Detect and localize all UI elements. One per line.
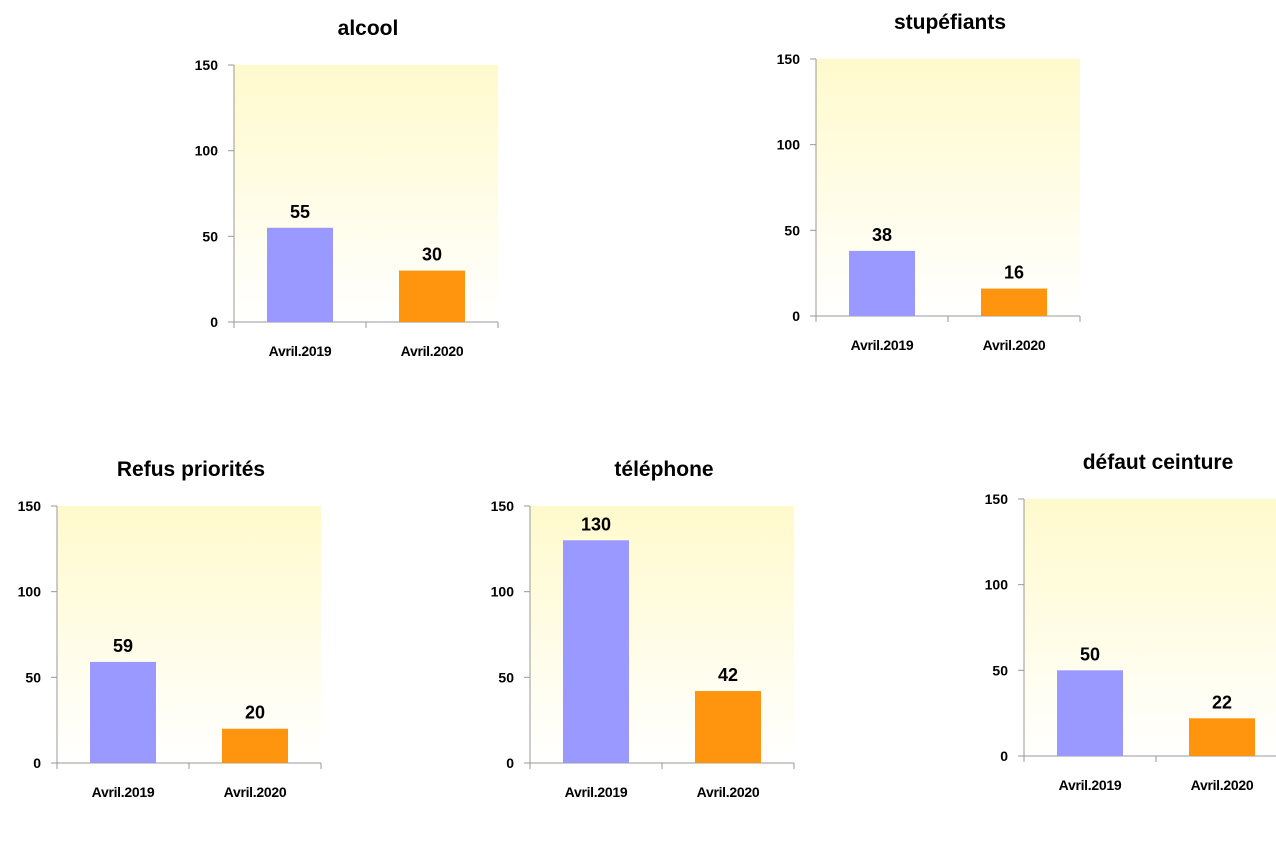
bar-avril-2020 bbox=[399, 270, 465, 322]
chart-title: téléphone bbox=[614, 458, 713, 481]
y-tick-label: 100 bbox=[777, 137, 801, 153]
x-category-label: Avril.2020 bbox=[1191, 777, 1254, 793]
x-category-label: Avril.2019 bbox=[565, 784, 628, 800]
bar-avril-2020 bbox=[222, 728, 288, 763]
data-label: 55 bbox=[290, 202, 310, 222]
x-category-label: Avril.2019 bbox=[269, 343, 332, 359]
y-tick-label: 0 bbox=[1000, 748, 1008, 764]
data-label: 30 bbox=[422, 245, 442, 265]
bar-avril-2020 bbox=[981, 288, 1047, 316]
chart-stupefiants: stupéfiants 0 50 100 150 38 Avril.2019 16 Avril.… bbox=[772, 4, 1112, 394]
y-tick-label: 150 bbox=[985, 491, 1009, 507]
data-label: 20 bbox=[245, 703, 265, 723]
chart-alcool: alcool 0 50 100 150 55 Avril.2019 30 Avril.2020 bbox=[190, 10, 530, 400]
y-tick-label: 50 bbox=[202, 228, 218, 244]
chart-title: stupéfiants bbox=[894, 11, 1006, 34]
data-label: 38 bbox=[872, 225, 892, 245]
y-tick-label: 100 bbox=[195, 143, 219, 159]
y-tick-label: 0 bbox=[792, 308, 800, 324]
y-tick-label: 50 bbox=[784, 222, 800, 238]
chart-title: alcool bbox=[338, 17, 399, 40]
bar-avril-2020 bbox=[1189, 718, 1255, 756]
chart-svg: Refus priorités 0 50 100 150 59 Avril.2019 20 Av… bbox=[18, 458, 322, 800]
data-label: 59 bbox=[113, 636, 133, 656]
y-tick-label: 150 bbox=[195, 57, 219, 73]
y-tick-label: 150 bbox=[18, 498, 42, 514]
data-label: 42 bbox=[718, 665, 738, 685]
x-category-label: Avril.2019 bbox=[92, 784, 155, 800]
y-tick-label: 50 bbox=[992, 662, 1008, 678]
bar-avril-2019 bbox=[1057, 670, 1123, 756]
chart-telephone: téléphone 0 50 100 150 130 Avril.2019 42 Avril.2… bbox=[486, 451, 826, 841]
y-tick-label: 50 bbox=[25, 669, 41, 685]
y-tick-label: 0 bbox=[33, 755, 41, 771]
chart-defaut-ceinture: défaut ceinture 0 50 100 150 50 Avril.2019 22 Av… bbox=[980, 444, 1276, 834]
y-tick-label: 150 bbox=[491, 498, 515, 514]
x-category-label: Avril.2020 bbox=[401, 343, 464, 359]
y-tick-label: 0 bbox=[506, 755, 514, 771]
y-tick-label: 100 bbox=[985, 577, 1009, 593]
chart-svg: téléphone 0 50 100 150 130 Avril.2019 42 Avril.2… bbox=[491, 458, 795, 800]
bar-avril-2019 bbox=[849, 250, 915, 316]
data-label: 50 bbox=[1080, 644, 1100, 664]
bar-avril-2019 bbox=[563, 540, 629, 763]
x-category-label: Avril.2020 bbox=[983, 337, 1046, 353]
bar-avril-2019 bbox=[267, 227, 333, 322]
data-label: 16 bbox=[1004, 263, 1024, 283]
bar-avril-2020 bbox=[695, 691, 761, 763]
x-category-label: Avril.2020 bbox=[224, 784, 287, 800]
data-label: 130 bbox=[581, 514, 611, 534]
y-tick-label: 100 bbox=[491, 584, 515, 600]
chart-refus-priorites: Refus priorités 0 50 100 150 59 Avril.2019 20 Av… bbox=[13, 451, 353, 841]
data-label: 22 bbox=[1212, 692, 1232, 712]
chart-svg: alcool 0 50 100 150 55 Avril.2019 30 Avril.2020 bbox=[195, 17, 499, 359]
y-tick-label: 0 bbox=[210, 314, 218, 330]
bar-avril-2019 bbox=[90, 661, 156, 763]
x-category-label: Avril.2019 bbox=[1059, 777, 1122, 793]
chart-title: Refus priorités bbox=[117, 458, 265, 481]
chart-title: défaut ceinture bbox=[1083, 451, 1234, 474]
chart-svg: défaut ceinture 0 50 100 150 50 Avril.2019 22 Av… bbox=[985, 451, 1276, 793]
y-tick-label: 50 bbox=[498, 669, 514, 685]
x-category-label: Avril.2019 bbox=[851, 337, 914, 353]
chart-svg: stupéfiants 0 50 100 150 38 Avril.2019 16 Avril.… bbox=[777, 11, 1081, 353]
x-category-label: Avril.2020 bbox=[697, 784, 760, 800]
y-tick-label: 150 bbox=[777, 51, 801, 67]
y-tick-label: 100 bbox=[18, 584, 42, 600]
